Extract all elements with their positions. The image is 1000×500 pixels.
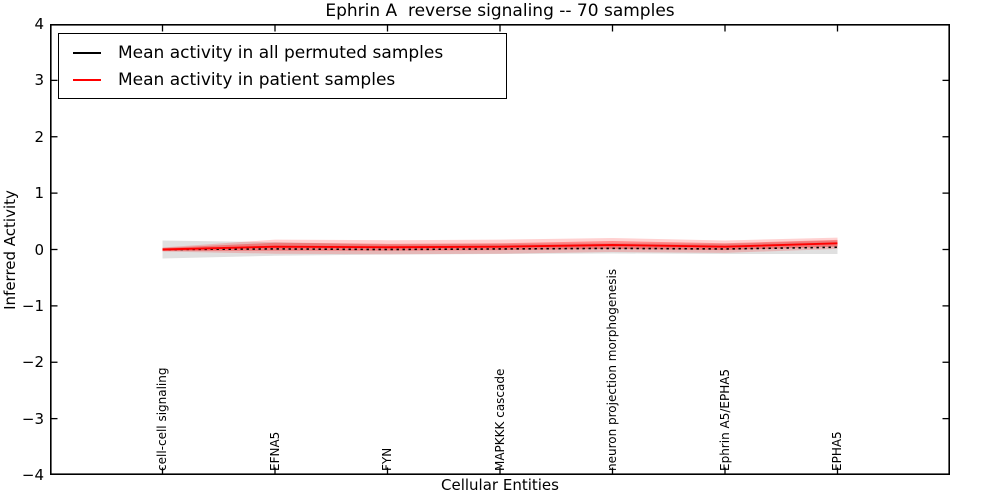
chart-title: Ephrin A reverse signaling -- 70 samples	[325, 1, 675, 21]
plot-area: cell-cell signaling EFNA5 FYN MAPKKK cascad…	[50, 24, 950, 475]
y-tick-label: −3	[21, 409, 44, 428]
y-tick-label: −2	[21, 353, 44, 372]
legend-item-permuted: Mean activity in all permuted samples	[59, 39, 506, 66]
axes-frame	[50, 24, 950, 475]
legend-label-permuted: Mean activity in all permuted samples	[118, 42, 444, 63]
x-tick-label: cell-cell signaling	[155, 367, 169, 472]
x-tick-label: EFNA5	[267, 431, 282, 471]
y-tick-label: −1	[21, 296, 44, 315]
x-tick-label: Ephrin A5/EPHA5	[717, 368, 732, 471]
x-tick-label: FYN	[380, 447, 394, 471]
legend: Mean activity in all permuted samples Me…	[58, 33, 507, 99]
chart-canvas	[50, 24, 950, 475]
x-tick-label: neuron projection morphogenesis	[605, 268, 619, 471]
x-tick-label: MAPKKK cascade	[492, 368, 507, 471]
series-line-permuted	[162, 246, 838, 251]
legend-item-patient: Mean activity in patient samples	[59, 66, 506, 93]
legend-line-patient-icon	[73, 78, 101, 81]
y-tick-label: 0	[34, 240, 44, 259]
legend-label-patient: Mean activity in patient samples	[118, 69, 396, 90]
y-tick-label: −4	[21, 466, 44, 484]
legend-line-permuted-icon	[73, 51, 101, 54]
series-line-patient	[162, 242, 838, 251]
y-tick-label: 2	[34, 127, 44, 146]
y-tick-label: 4	[34, 15, 44, 33]
y-tick-label: 3	[34, 71, 44, 90]
x-axis-label: Cellular Entities	[441, 476, 559, 494]
x-tick-label: EPHA5	[830, 431, 844, 471]
y-tick-label: 1	[34, 184, 44, 203]
